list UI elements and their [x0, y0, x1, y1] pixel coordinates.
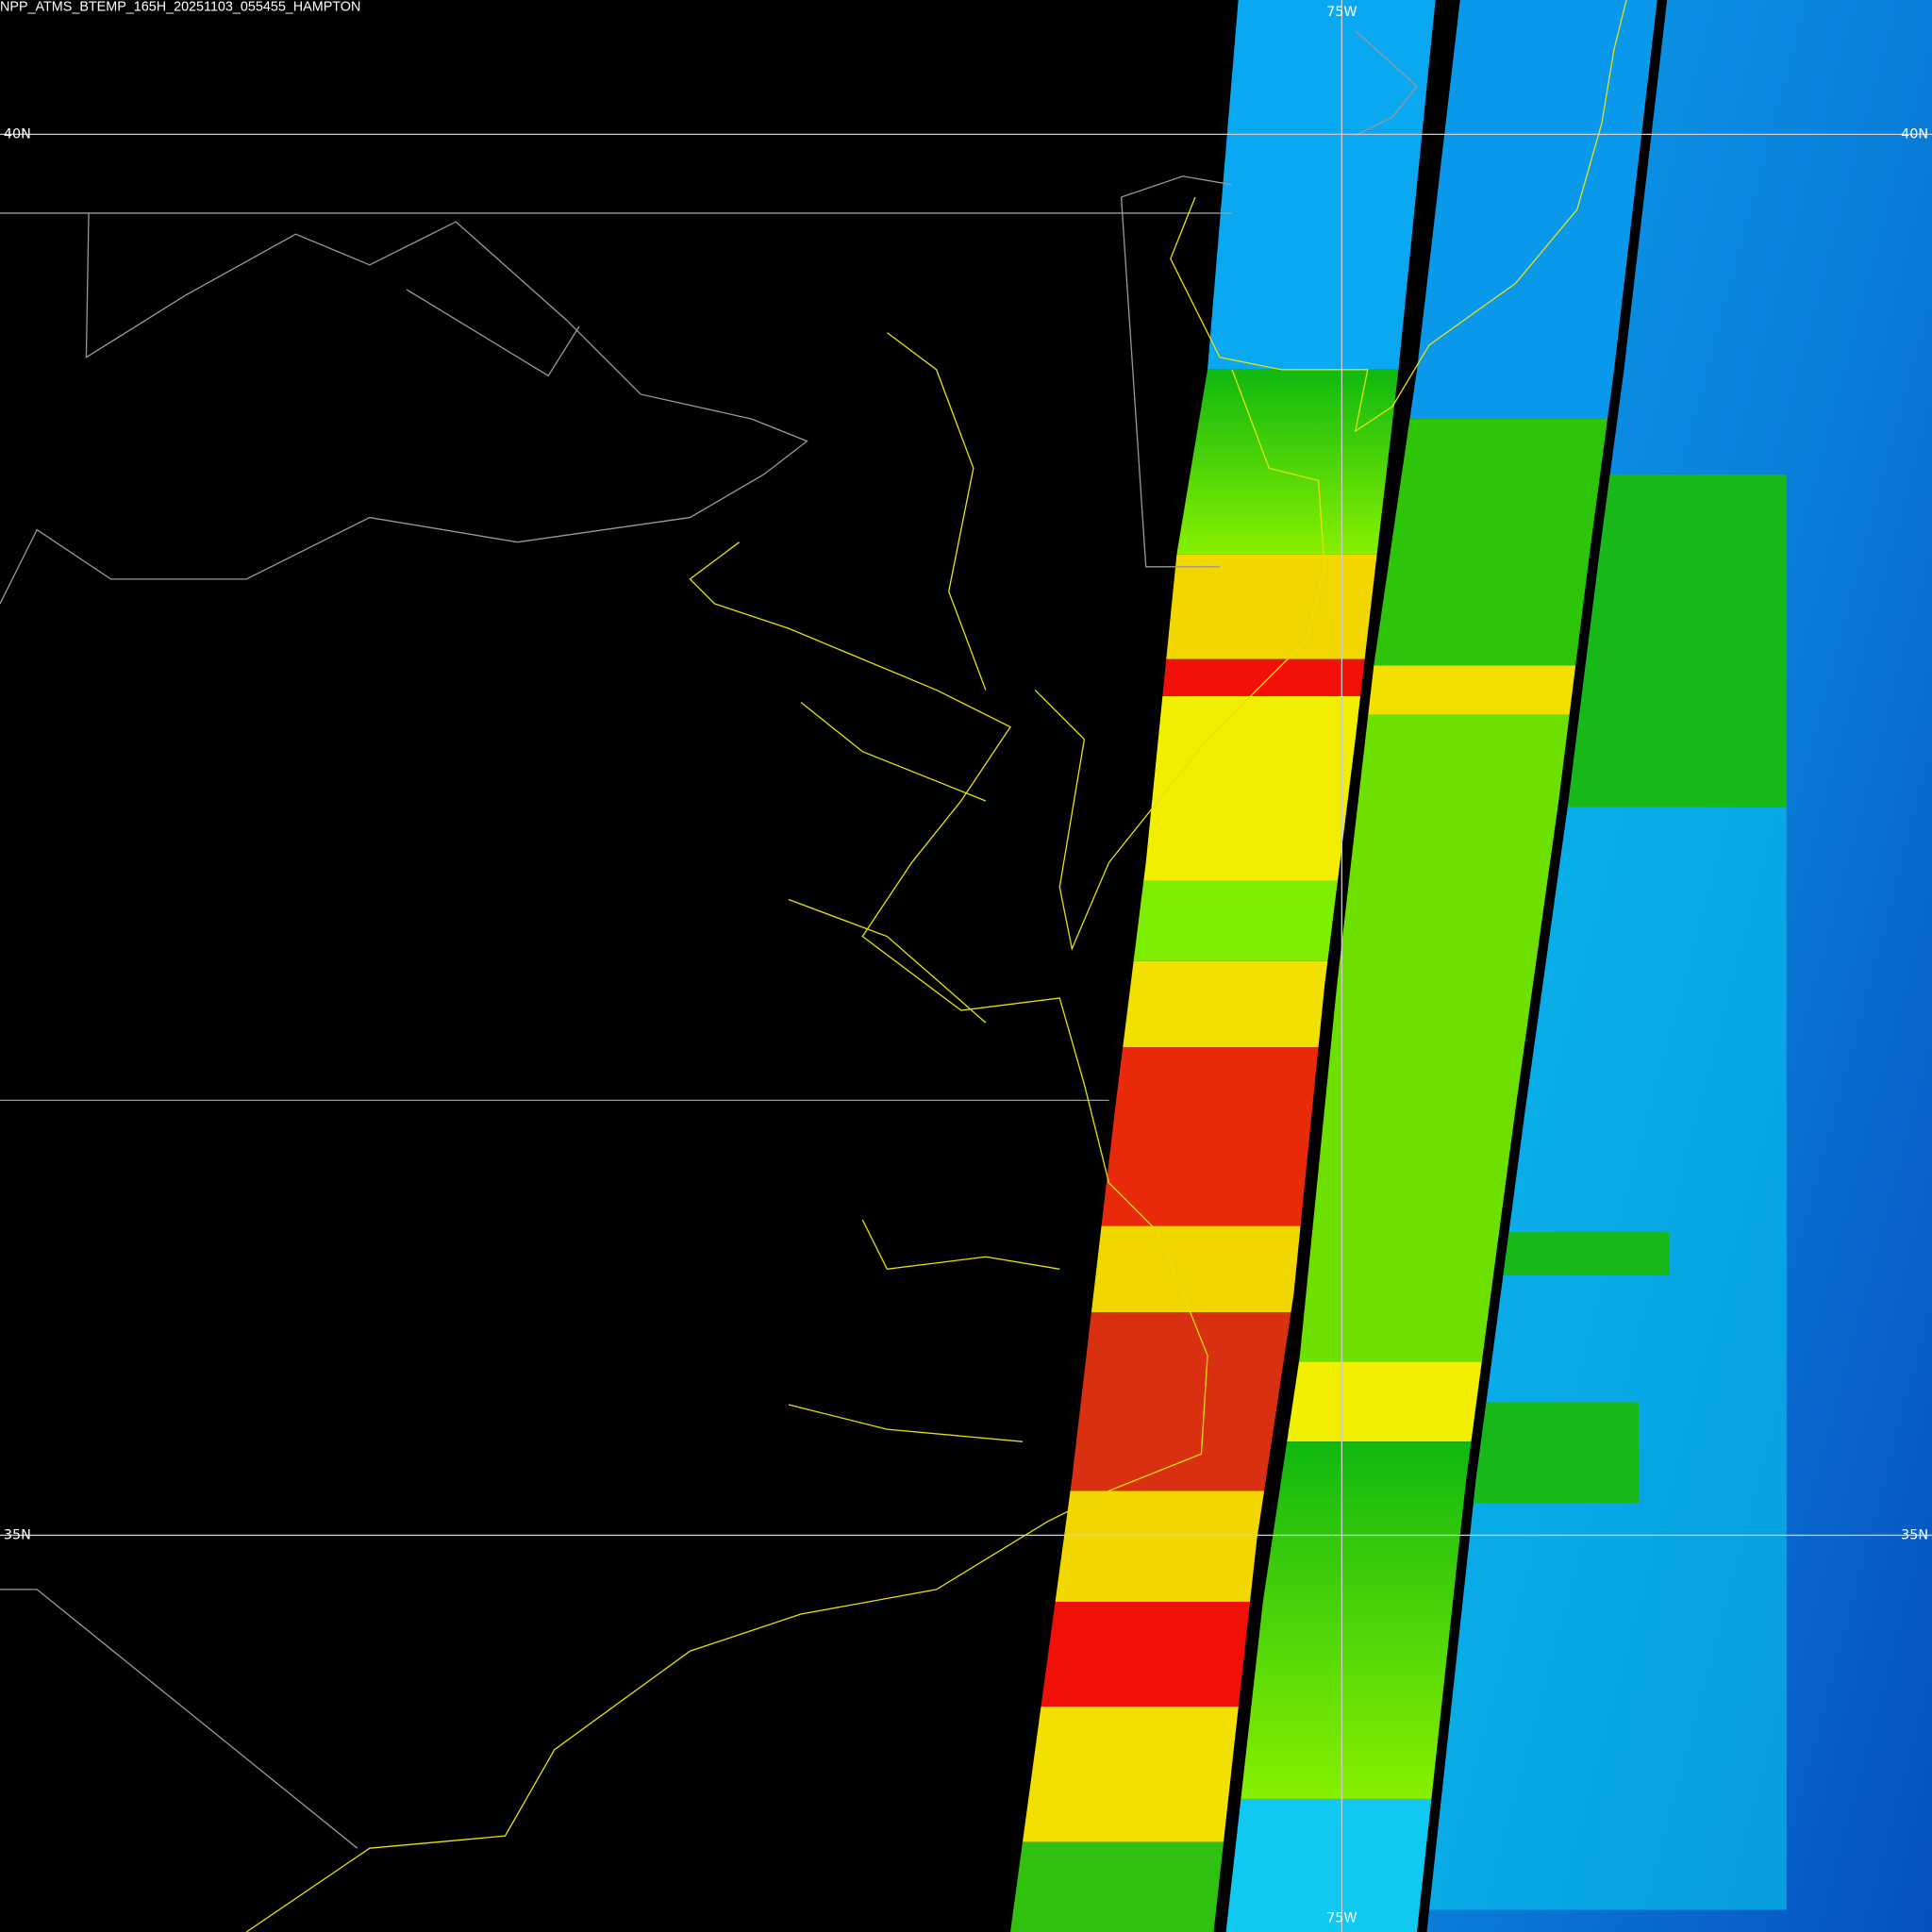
meridian-label: 75W: [1326, 1911, 1357, 1926]
parallel-label: 35N: [1901, 1527, 1928, 1542]
coastline: [245, 0, 1627, 1932]
meridian-label: 75W: [1326, 5, 1357, 20]
title: NPP_ATMS_BTEMP_165H_20251103_055455_HAMP…: [0, 0, 360, 15]
parallel-label: 40N: [4, 126, 31, 142]
borders: [0, 30, 1418, 1849]
parallel-label: 35N: [4, 1527, 31, 1542]
parallel-label: 40N: [1901, 126, 1928, 142]
